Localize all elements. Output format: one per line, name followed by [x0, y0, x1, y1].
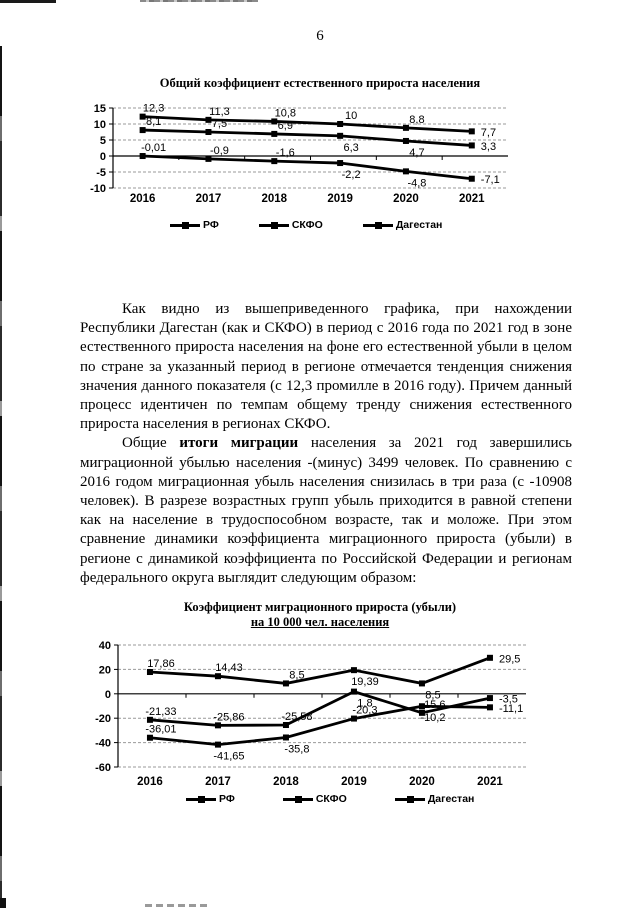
svg-text:-36,01: -36,01 — [145, 724, 176, 736]
svg-text:8,5: 8,5 — [289, 669, 304, 681]
svg-text:-10: -10 — [90, 183, 106, 195]
svg-text:12,3: 12,3 — [143, 103, 164, 115]
svg-text:-7,1: -7,1 — [481, 174, 500, 186]
svg-text:6,3: 6,3 — [343, 142, 358, 154]
svg-text:5: 5 — [100, 135, 106, 147]
paragraph-rest: населения за 2021 год завершились миграц… — [80, 435, 573, 586]
svg-text:2019: 2019 — [341, 776, 367, 788]
svg-text:-1,6: -1,6 — [276, 147, 295, 159]
svg-text:-0,01: -0,01 — [141, 142, 166, 154]
svg-text:15: 15 — [94, 103, 106, 115]
chart-migration-title: Коэффициент миграционного прироста (убыл… — [183, 600, 457, 614]
svg-text:-35,8: -35,8 — [284, 743, 309, 755]
svg-text:19,39: 19,39 — [351, 676, 379, 688]
svg-text:-40: -40 — [95, 738, 111, 750]
svg-text:2021: 2021 — [477, 776, 503, 788]
paragraph-natural-growth-analysis: Как видно из вышеприведенного графика, п… — [80, 301, 572, 433]
scan-artifact-top-mid — [140, 0, 258, 2]
legend-label: РФ — [203, 219, 219, 231]
scan-artifact-bottom-left — [0, 898, 6, 908]
svg-text:17,86: 17,86 — [147, 658, 175, 670]
svg-text:7,7: 7,7 — [481, 127, 496, 139]
chart-migration: Коэффициент миграционного прироста (убыл… — [58, 600, 582, 805]
svg-text:-10,2: -10,2 — [420, 712, 445, 724]
scan-artifact-left-edge — [0, 46, 2, 908]
legend-line-marker-icon — [362, 221, 393, 229]
chart-natural-growth-title: Общий коэффициент естественного прироста… — [159, 76, 481, 90]
svg-text:8,8: 8,8 — [409, 114, 424, 126]
svg-text:0: 0 — [100, 151, 106, 163]
paragraph-bold-phrase: итоги миграции — [179, 435, 299, 452]
svg-text:-21,33: -21,33 — [145, 706, 176, 718]
svg-text:29,5: 29,5 — [499, 653, 520, 665]
svg-text:2016: 2016 — [130, 193, 156, 205]
svg-text:-25,58: -25,58 — [281, 711, 312, 723]
legend-label: Дагестан — [395, 219, 443, 231]
svg-text:2017: 2017 — [196, 193, 222, 205]
scan-artifact-bottom-dashes — [145, 904, 207, 907]
svg-text:2019: 2019 — [327, 193, 353, 205]
legend-item-skfo: СКФО — [282, 793, 347, 805]
legend-label: Дагестан — [427, 793, 475, 805]
svg-text:-0,9: -0,9 — [210, 145, 229, 157]
svg-text:2018: 2018 — [273, 776, 299, 788]
svg-text:2018: 2018 — [261, 193, 287, 205]
chart-natural-growth-canvas: 15 10 5 0 -5 -10 2016 2017 2018 2019 2020 2021 -0,01… — [90, 103, 508, 205]
legend-item-dagestan: Дагестан — [394, 793, 475, 805]
svg-text:1,8: 1,8 — [357, 698, 372, 710]
legend-item-skfo: СКФО — [258, 219, 323, 231]
legend-line-marker-icon — [394, 795, 425, 803]
svg-text:10,8: 10,8 — [275, 107, 296, 119]
svg-text:40: 40 — [99, 640, 111, 652]
legend-line-marker-icon — [258, 221, 289, 229]
svg-text:0: 0 — [105, 689, 111, 701]
svg-text:8,5: 8,5 — [425, 689, 440, 701]
svg-text:10: 10 — [94, 119, 106, 131]
legend-line-marker-icon — [186, 795, 216, 803]
legend-label: РФ — [219, 793, 235, 805]
document-body-text: Как видно из вышеприведенного графика, п… — [80, 300, 572, 588]
svg-text:-25,86: -25,86 — [213, 711, 244, 723]
svg-text:10: 10 — [345, 110, 357, 122]
svg-text:11,3: 11,3 — [209, 106, 230, 118]
legend-item-rf: РФ — [186, 793, 235, 805]
chart-natural-growth: Общий коэффициент естественного прироста… — [58, 76, 582, 231]
svg-text:-11,1: -11,1 — [499, 703, 523, 715]
svg-text:-5: -5 — [96, 167, 106, 179]
page-number: 6 — [316, 28, 324, 44]
chart-natural-growth-legend: РФ СКФО Дагестан — [170, 219, 582, 231]
legend-line-marker-icon — [282, 795, 313, 803]
legend-label: СКФО — [315, 793, 347, 805]
svg-text:-3,5: -3,5 — [499, 694, 518, 706]
svg-text:3,3: 3,3 — [481, 141, 496, 153]
chart-migration-canvas: 40 20 0 -20 -40 -60 2016 2017 2018 2019 2020 2021 17… — [95, 640, 526, 788]
svg-text:2021: 2021 — [459, 193, 485, 205]
legend-label: СКФО — [291, 219, 323, 231]
svg-text:-20: -20 — [95, 713, 111, 725]
svg-text:-4,8: -4,8 — [407, 177, 426, 189]
chart-migration-legend: РФ СКФО Дагестан — [186, 793, 582, 805]
svg-text:8,1: 8,1 — [146, 116, 161, 128]
svg-text:2020: 2020 — [393, 193, 419, 205]
svg-text:2020: 2020 — [409, 776, 435, 788]
svg-text:2017: 2017 — [205, 776, 231, 788]
svg-text:2016: 2016 — [137, 776, 163, 788]
legend-line-marker-icon — [170, 221, 200, 229]
scan-artifact-top-left — [0, 0, 56, 3]
paragraph-lead: Общие — [122, 435, 180, 452]
svg-text:-60: -60 — [95, 762, 111, 774]
svg-text:20: 20 — [99, 664, 111, 676]
legend-item-rf: РФ — [170, 219, 219, 231]
paragraph-migration-summary: Общие итоги миграции населения за 2021 г… — [80, 434, 572, 588]
svg-text:-2,2: -2,2 — [342, 169, 361, 181]
legend-item-dagestan: Дагестан — [362, 219, 443, 231]
chart-migration-subtitle: на 10 000 чел. населения — [250, 615, 390, 629]
svg-text:-20,3: -20,3 — [352, 705, 377, 717]
svg-text:14,43: 14,43 — [215, 662, 243, 674]
svg-text:4,7: 4,7 — [409, 147, 424, 159]
svg-text:-41,65: -41,65 — [213, 751, 244, 763]
